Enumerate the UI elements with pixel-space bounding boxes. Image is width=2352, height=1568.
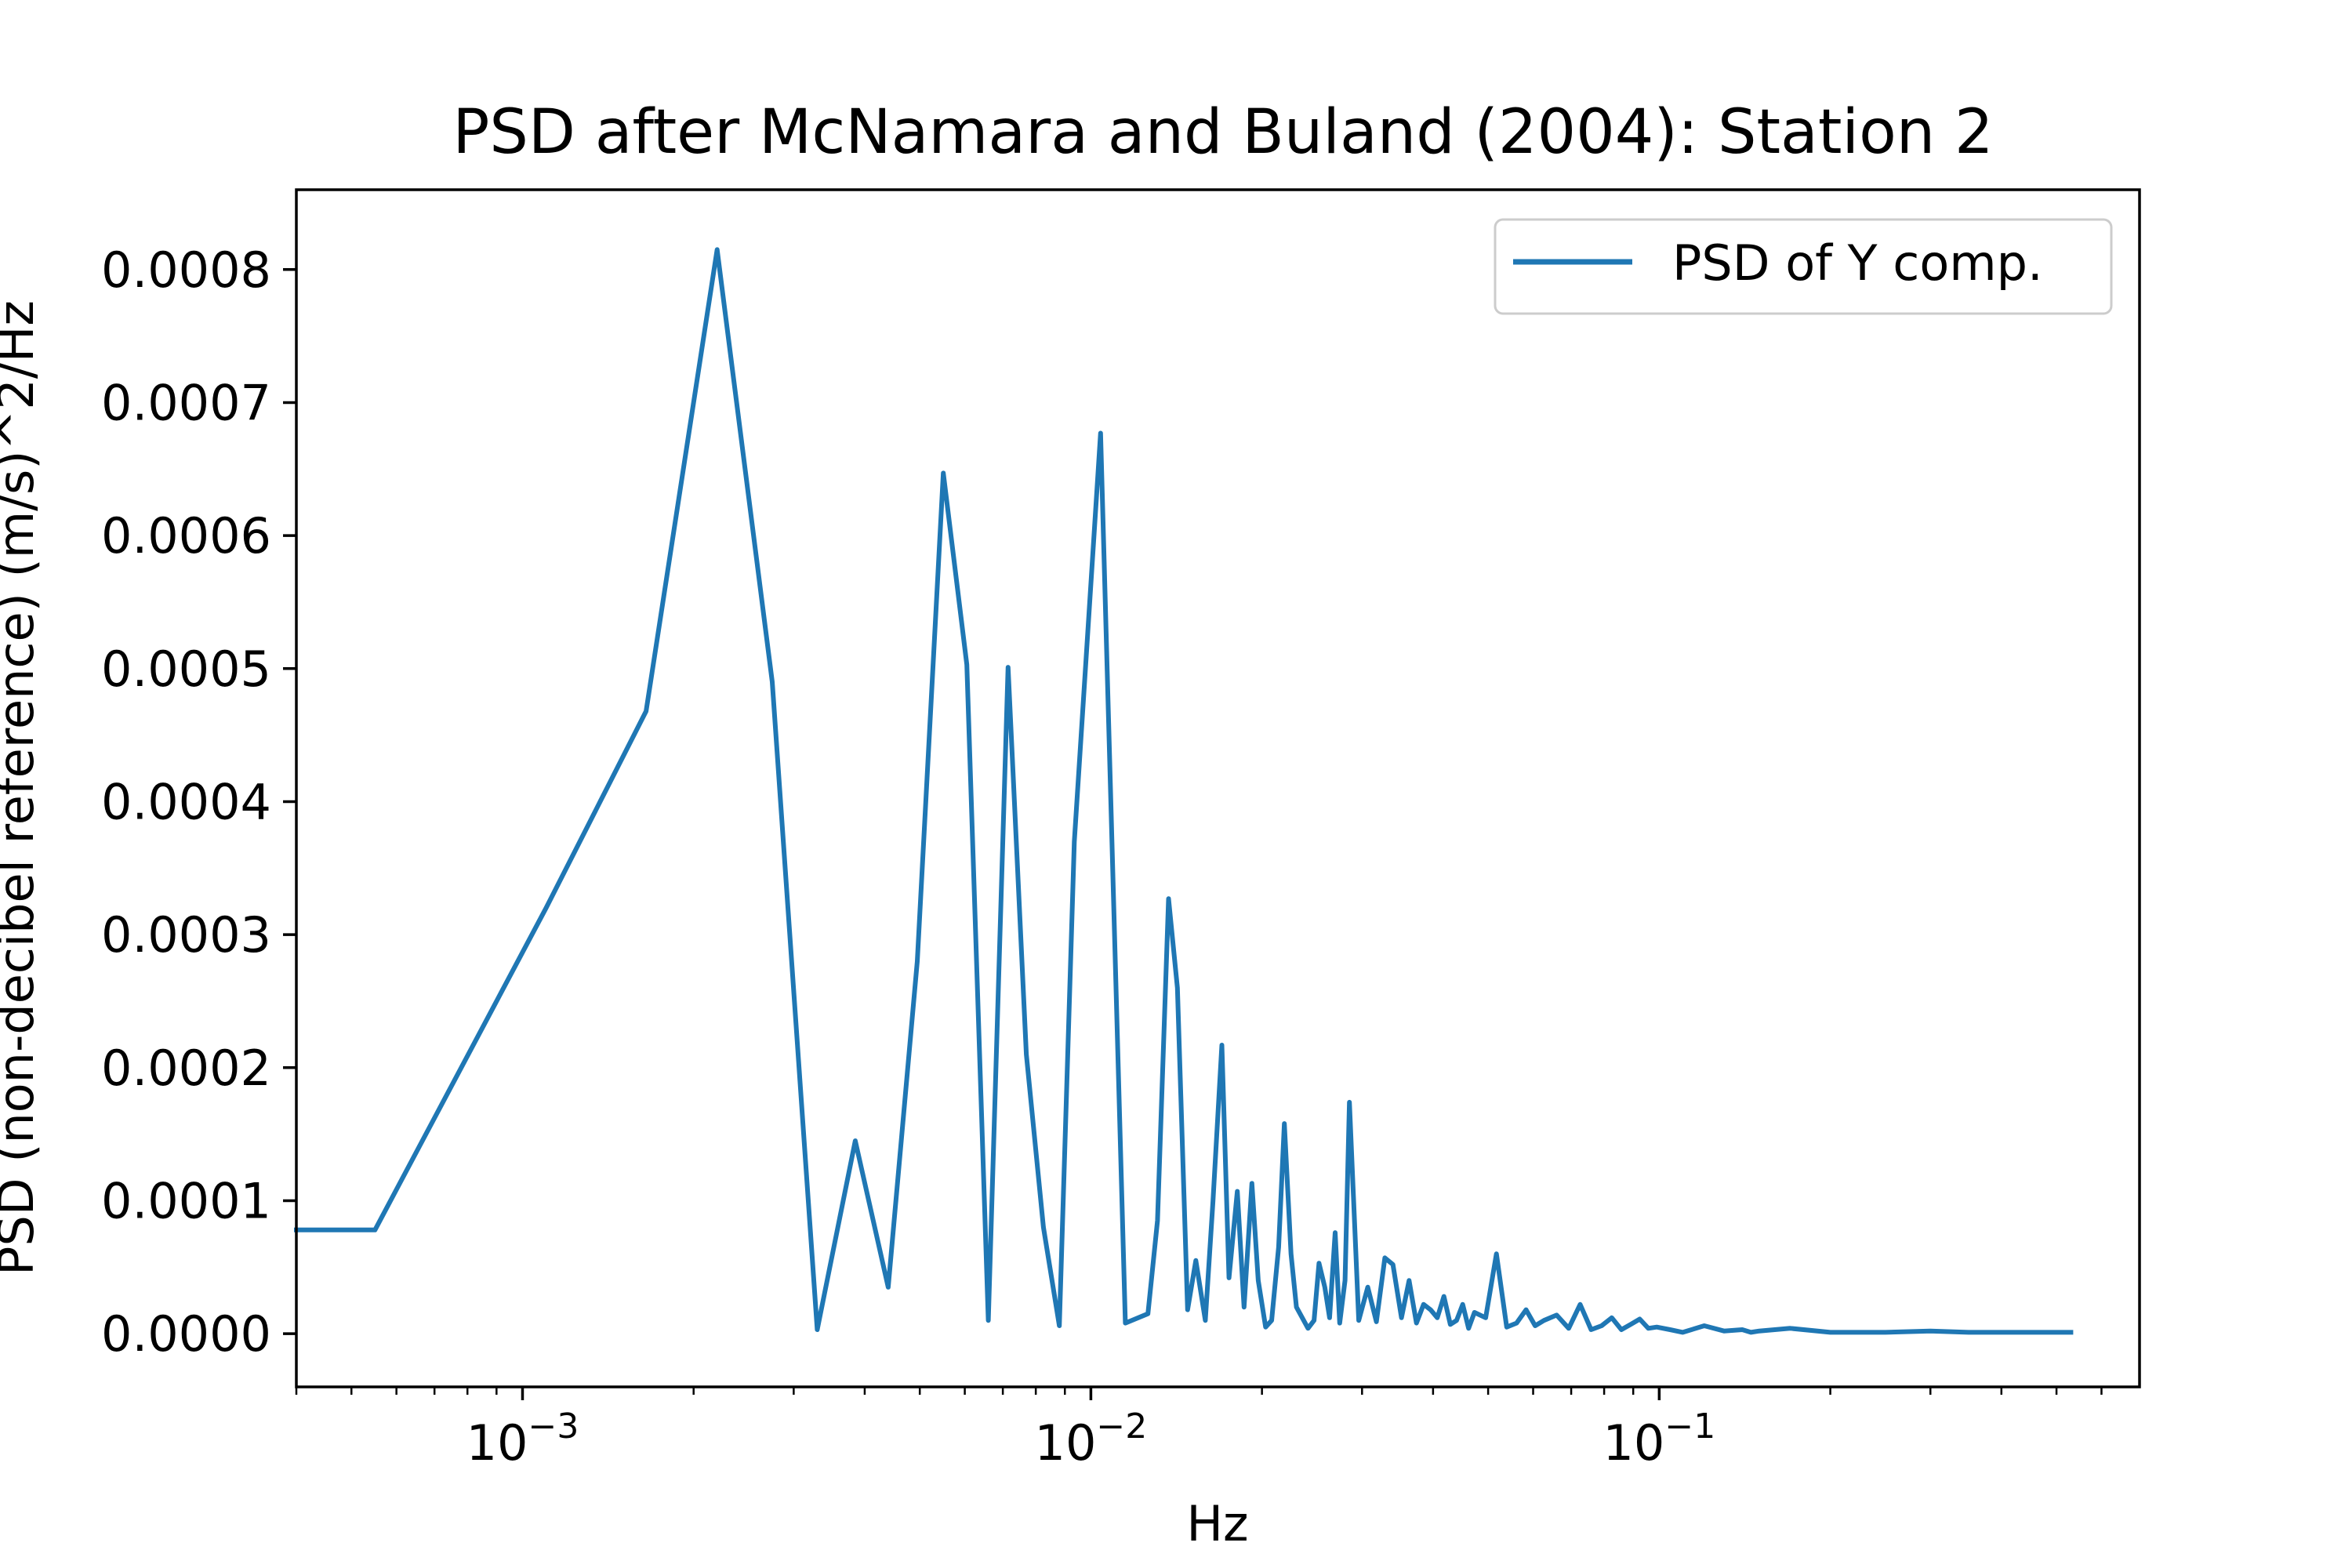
y-tick-label: 0.0006 xyxy=(101,507,271,564)
legend-frame xyxy=(1494,218,2113,315)
y-tick-label: 0.0003 xyxy=(101,906,271,964)
x-axis-ticks: 10−3 10−2 10−1 xyxy=(295,1387,2103,1472)
x-tick-label: 10−2 xyxy=(1035,1406,1148,1472)
y-axis-label: PSD (non-decibel reference) (m/s)^2/Hz xyxy=(0,300,45,1276)
y-tick-label: 0.0001 xyxy=(101,1172,271,1229)
series-layer xyxy=(294,247,2074,1335)
legend: PSD of Y comp. xyxy=(1494,218,2113,315)
x-tick-label: 10−1 xyxy=(1602,1406,1715,1472)
series-line-0 xyxy=(294,247,2074,1335)
x-tick-label: 10−3 xyxy=(466,1406,579,1472)
y-tick-label: 0.0007 xyxy=(101,374,271,431)
x-axis-label: Hz xyxy=(1186,1495,1248,1552)
axes-background xyxy=(296,190,2140,1387)
plot-area xyxy=(294,188,2141,1388)
chart-title: PSD after McNamara and Buland (2004): St… xyxy=(452,97,1993,168)
axes-frame xyxy=(295,188,2141,1388)
y-axis-ticks: 0.0000 0.0001 0.0002 0.0003 0.0004 0.0005 0.00… xyxy=(101,241,296,1363)
y-tick-label: 0.0005 xyxy=(101,641,271,698)
y-tick-label: 0.0008 xyxy=(101,241,271,299)
y-tick-label: 0.0002 xyxy=(101,1040,271,1097)
legend-entry-label: PSD of Y comp. xyxy=(1672,234,2043,292)
y-tick-label: 0.0000 xyxy=(101,1305,271,1363)
y-tick-label: 0.0004 xyxy=(101,773,271,830)
